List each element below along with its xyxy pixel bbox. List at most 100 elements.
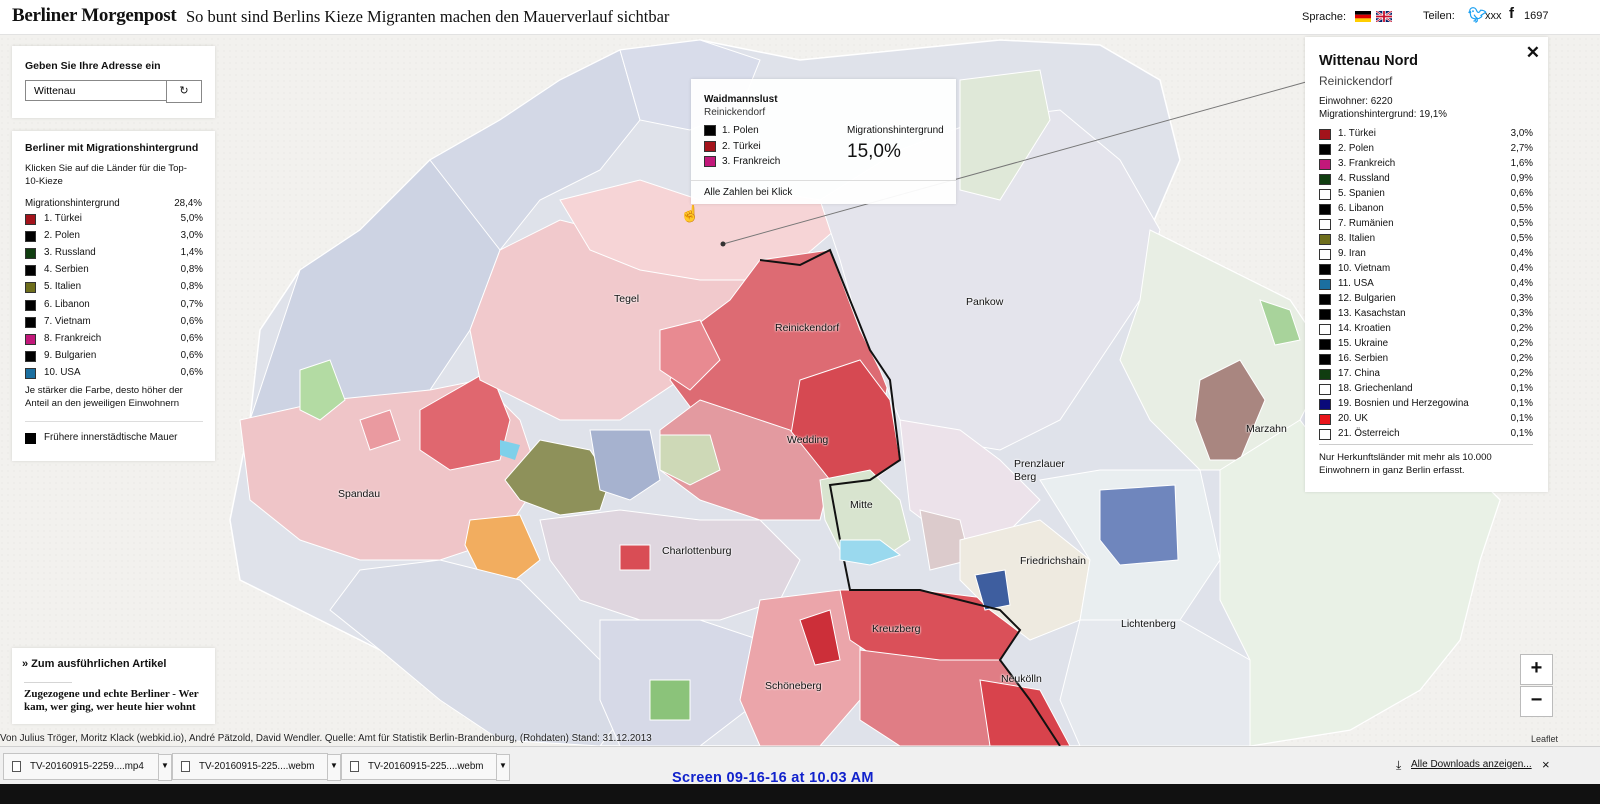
legend-row[interactable]: 7. Vietnam 0,6% — [25, 316, 203, 333]
detail-percent: 0,3% — [1510, 293, 1533, 304]
map-label-kreuzberg: Kreuzberg — [872, 623, 921, 635]
uk-flag-icon[interactable] — [1376, 11, 1392, 22]
map-label-tegel: Tegel — [614, 293, 640, 305]
detail-country: 7. Rumänien — [1338, 218, 1394, 229]
detail-row[interactable]: 14. Kroatien 0,2% — [1319, 323, 1533, 338]
map-label-schoeneberg: Schöneberg — [765, 680, 822, 692]
detail-country: 13. Kasachstan — [1338, 308, 1406, 319]
address-input[interactable] — [25, 80, 167, 101]
legend-row[interactable]: 3. Russland 1,4% — [25, 247, 203, 264]
detail-row[interactable]: 10. Vietnam 0,4% — [1319, 263, 1533, 278]
detail-row[interactable]: 5. Spanien 0,6% — [1319, 188, 1533, 203]
color-swatch — [25, 231, 36, 243]
twitter-icon[interactable]: 🐦︎ — [1468, 7, 1488, 24]
detail-row[interactable]: 9. Iran 0,4% — [1319, 248, 1533, 263]
map-label-prenzlauer-berg: Prenzlauer Berg — [1014, 458, 1065, 483]
download-bar: TV-20160915-2259....mp4 ▼ TV-20160915-22… — [0, 746, 1600, 785]
article-teaser[interactable]: » Zum ausführlichen Artikel ————————————… — [12, 648, 215, 724]
download-item[interactable]: TV-20160915-225....webm ▼ — [341, 753, 510, 781]
detail-row[interactable]: 20. UK 0,1% — [1319, 413, 1533, 428]
legend-total-value: 28,4% — [174, 198, 202, 209]
detail-residents: Einwohner: 6220 — [1319, 96, 1393, 107]
detail-row[interactable]: 8. Italien 0,5% — [1319, 233, 1533, 248]
detail-row[interactable]: 4. Russland 0,9% — [1319, 173, 1533, 188]
detail-row[interactable]: 2. Polen 2,7% — [1319, 143, 1533, 158]
map-label-reinickendorf: Reinickendorf — [775, 322, 840, 334]
chevron-down-icon[interactable]: ▼ — [158, 754, 172, 781]
close-download-bar-button[interactable]: × — [1542, 757, 1550, 772]
legend-country: 7. Vietnam — [44, 315, 91, 327]
wall-swatch — [25, 433, 36, 444]
legend-row[interactable]: 8. Frankreich 0,6% — [25, 333, 203, 350]
legend-row[interactable]: 6. Libanon 0,7% — [25, 299, 203, 316]
legend-row[interactable]: 4. Serbien 0,8% — [25, 264, 203, 281]
download-icon: ⤓ — [1396, 758, 1402, 772]
legend-country: 5. Italien — [44, 281, 82, 293]
detail-row[interactable]: 17. China 0,2% — [1319, 368, 1533, 383]
legend-percent: 0,7% — [180, 298, 203, 310]
logo-text: Berliner Morgenpost — [12, 5, 177, 26]
refresh-button[interactable]: ↻ — [166, 80, 202, 103]
file-icon — [181, 761, 190, 772]
detail-row[interactable]: 11. USA 0,4% — [1319, 278, 1533, 293]
color-swatch — [1319, 279, 1331, 290]
legend-row[interactable]: 1. Türkei 5,0% — [25, 213, 203, 230]
facebook-icon[interactable]: f — [1509, 5, 1514, 22]
detail-row[interactable]: 7. Rumänien 0,5% — [1319, 218, 1533, 233]
detail-country: 17. China — [1338, 368, 1380, 379]
legend-row[interactable]: 10. USA 0,6% — [25, 367, 203, 384]
hover-tooltip: Waidmannslust Reinickendorf 1. Polen 2. T… — [691, 79, 956, 204]
detail-percent: 0,4% — [1510, 248, 1533, 259]
show-all-downloads-link[interactable]: Alle Downloads anzeigen... — [1411, 759, 1532, 770]
legend-percent: 0,6% — [180, 349, 203, 361]
color-swatch — [1319, 324, 1331, 335]
legend-row[interactable]: 5. Italien 0,8% — [25, 281, 203, 298]
detail-row[interactable]: 21. Österreich 0,1% — [1319, 428, 1533, 443]
detail-row[interactable]: 15. Ukraine 0,2% — [1319, 338, 1533, 353]
detail-percent: 0,1% — [1510, 428, 1533, 439]
detail-country: 10. Vietnam — [1338, 263, 1391, 274]
color-swatch — [25, 367, 36, 379]
former-wall-line — [759, 248, 1061, 746]
legend-row[interactable]: 9. Bulgarien 0,6% — [25, 350, 203, 367]
color-swatch — [1319, 354, 1331, 365]
leaflet-link[interactable]: Leaflet — [1531, 734, 1559, 744]
detail-row[interactable]: 18. Griechenland 0,1% — [1319, 383, 1533, 398]
detail-row[interactable]: 3. Frankreich 1,6% — [1319, 158, 1533, 173]
article-headline[interactable]: Zugezogene und echte Berliner - Wer kam,… — [24, 688, 199, 713]
legend-country: 10. USA — [44, 366, 81, 378]
detail-country: 5. Spanien — [1338, 188, 1385, 199]
article-link[interactable]: » Zum ausführlichen Artikel — [22, 658, 167, 670]
download-item[interactable]: TV-20160915-2259....mp4 ▼ — [3, 753, 172, 781]
site-logo[interactable]: Berliner Morgenpost — [12, 5, 177, 27]
zoom-in-button[interactable]: + — [1520, 654, 1553, 685]
detail-row[interactable]: 19. Bosnien und Herzegowina 0,1% — [1319, 398, 1533, 413]
download-filename: TV-20160915-2259....mp4 — [30, 761, 144, 772]
detail-row[interactable]: 6. Libanon 0,5% — [1319, 203, 1533, 218]
detail-row[interactable]: 1. Türkei 3,0% — [1319, 128, 1533, 143]
close-icon[interactable]: ✕ — [1525, 43, 1540, 62]
detail-percent: 0,1% — [1510, 413, 1533, 424]
migration-legend-panel: Berliner mit Migrationshintergrund Klick… — [12, 131, 215, 461]
chevron-down-icon[interactable]: ▼ — [327, 754, 341, 781]
address-title: Geben Sie Ihre Adresse ein — [25, 60, 161, 72]
legend-row[interactable]: 2. Polen 3,0% — [25, 230, 203, 247]
detail-country: 12. Bulgarien — [1338, 293, 1396, 304]
detail-country: 2. Polen — [1338, 143, 1374, 154]
zoom-out-button[interactable]: − — [1520, 686, 1553, 717]
detail-percent: 3,0% — [1510, 128, 1533, 139]
download-filename: TV-20160915-225....webm — [199, 761, 315, 772]
color-swatch — [1319, 294, 1331, 305]
hand-cursor-icon: ☝ — [680, 206, 700, 223]
detail-country: 18. Griechenland — [1338, 383, 1413, 394]
detail-row[interactable]: 12. Bulgarien 0,3% — [1319, 293, 1533, 308]
map-label-lichtenberg: Lichtenberg — [1121, 618, 1176, 630]
download-item[interactable]: TV-20160915-225....webm ▼ — [172, 753, 341, 781]
chevron-down-icon[interactable]: ▼ — [496, 754, 510, 781]
share-label: Teilen: — [1423, 10, 1455, 22]
detail-row[interactable]: 16. Serbien 0,2% — [1319, 353, 1533, 368]
color-swatch — [1319, 384, 1331, 395]
detail-row[interactable]: 13. Kasachstan 0,3% — [1319, 308, 1533, 323]
detail-percent: 2,7% — [1510, 143, 1533, 154]
german-flag-icon[interactable] — [1355, 11, 1371, 22]
